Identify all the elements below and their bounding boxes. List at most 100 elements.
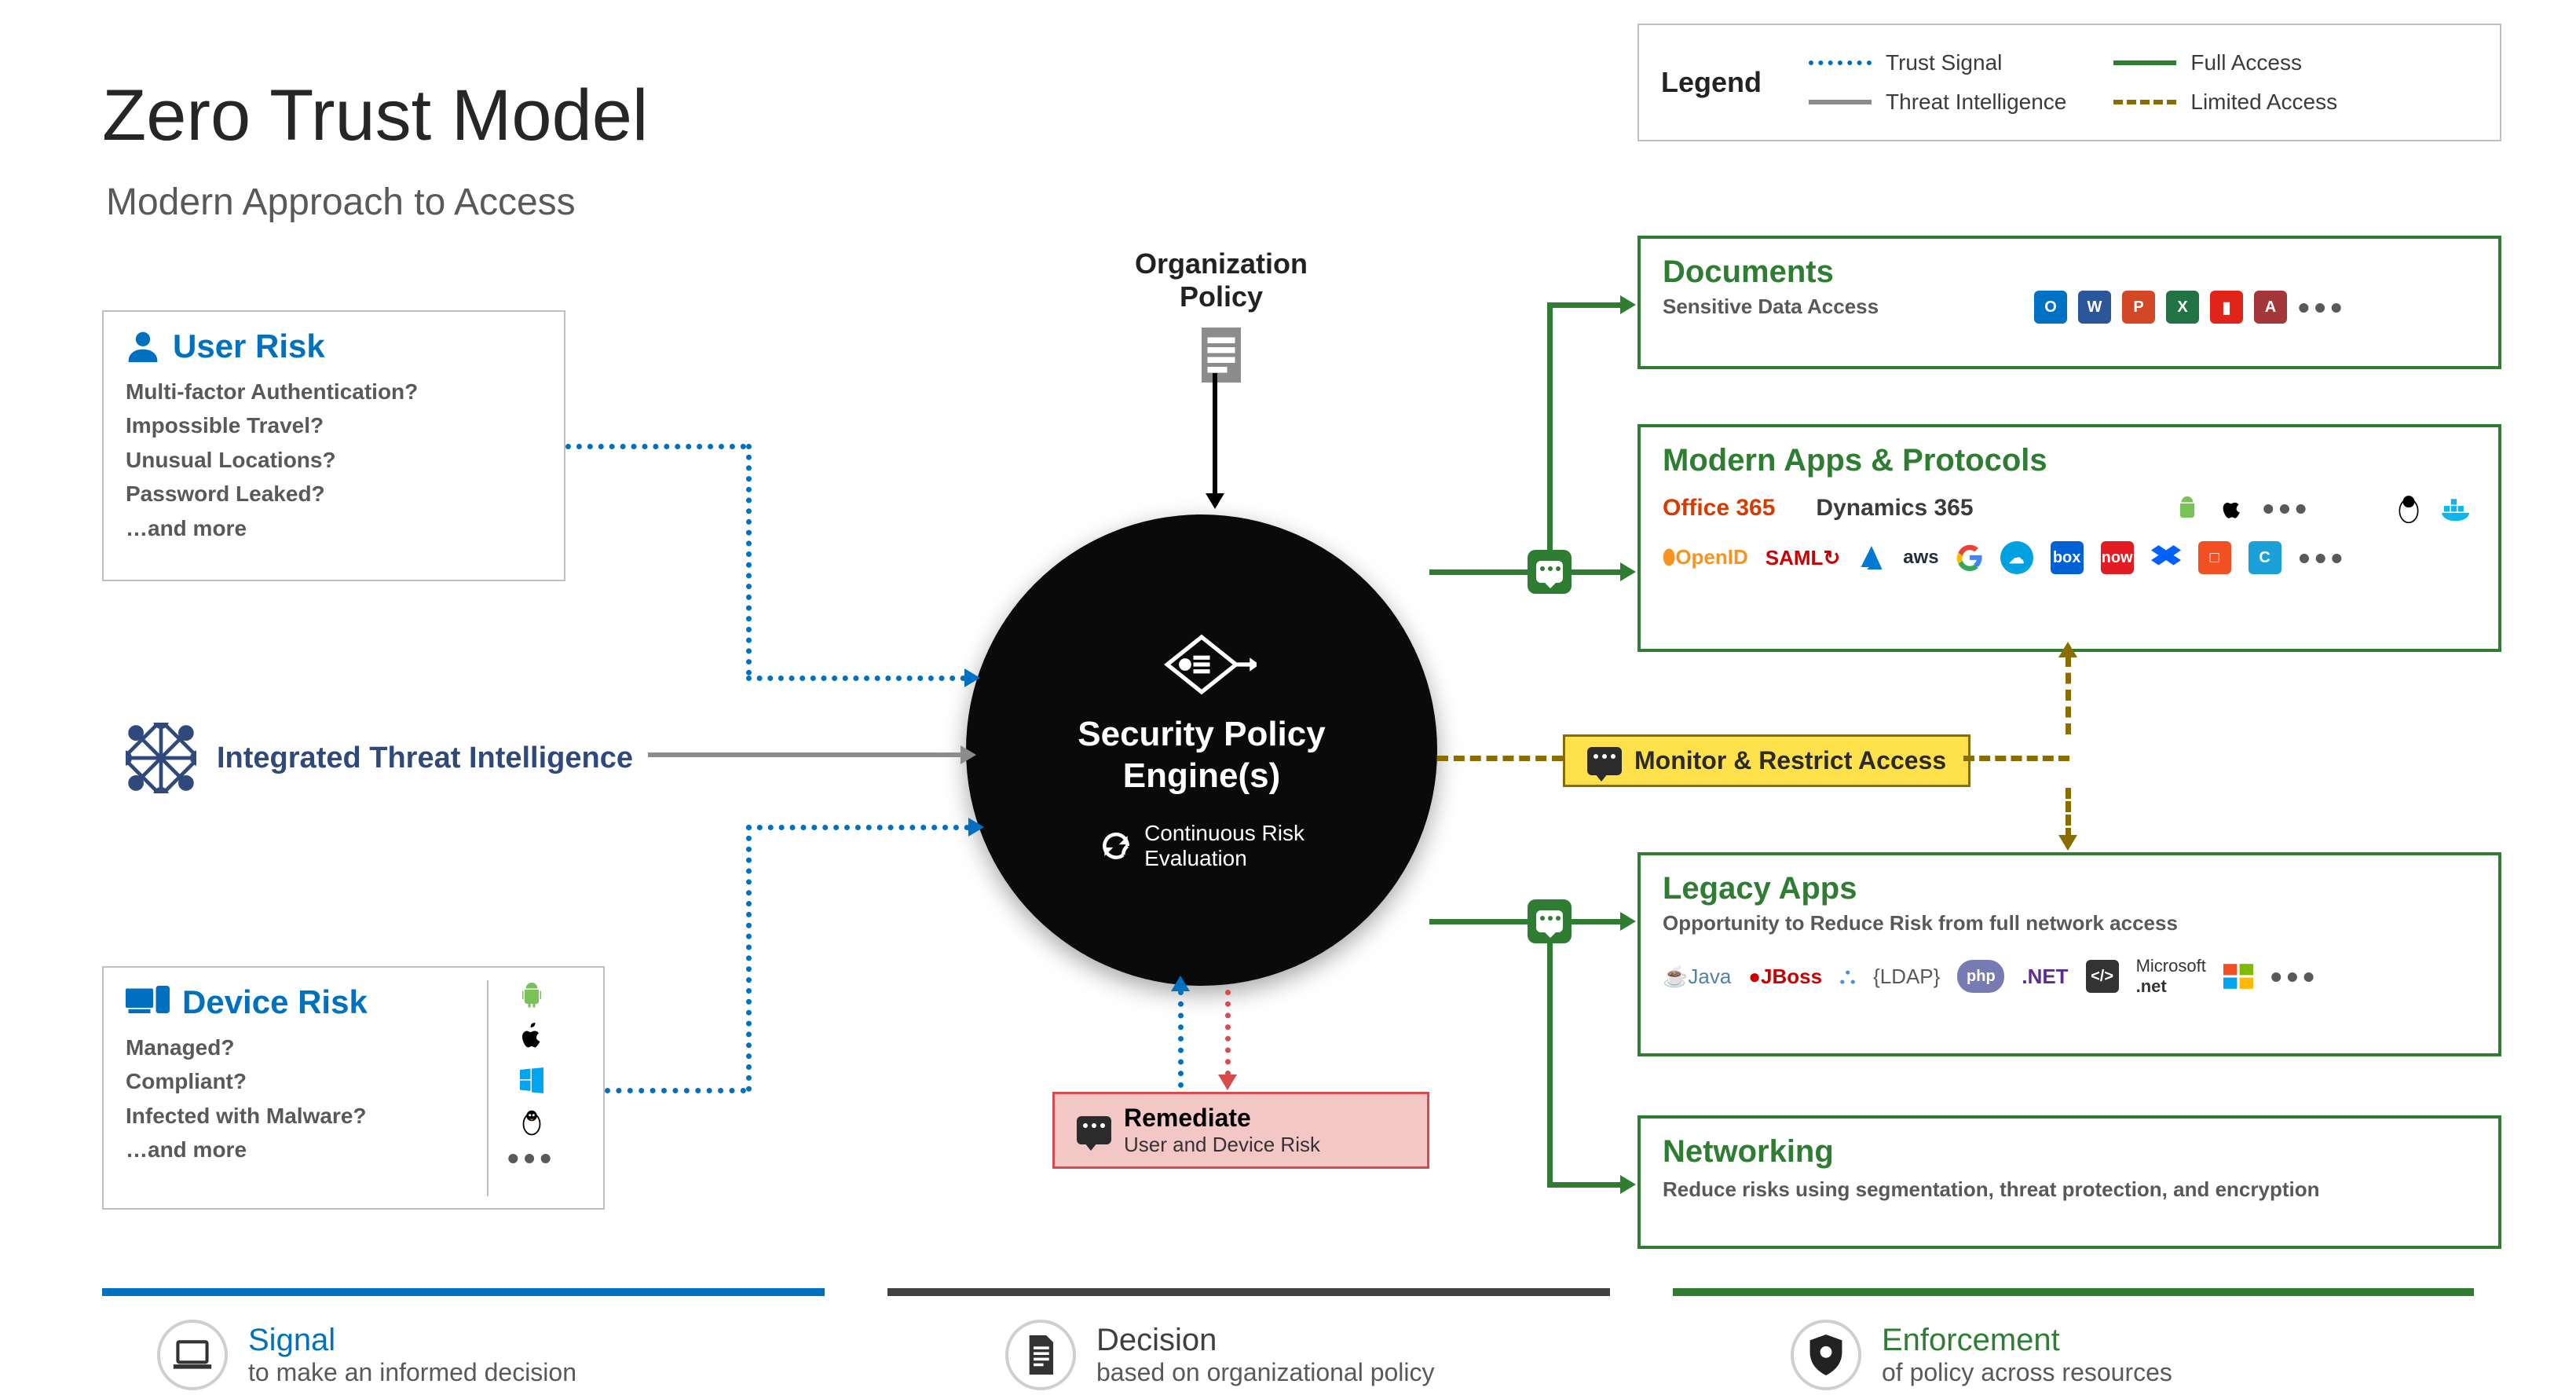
msnet-icon: Microsoft.net — [2136, 956, 2206, 997]
edge-full-top-h — [1429, 569, 1528, 575]
apple-icon — [2219, 495, 2245, 522]
edge-remediate-blue — [1178, 990, 1184, 1088]
edge-full-to-modern — [1571, 569, 1622, 575]
docker-icon — [2442, 494, 2476, 522]
edge-user-trust-v — [746, 444, 752, 676]
cisco-icon: C — [2249, 541, 2281, 574]
arrow-remediate-red — [1218, 1075, 1237, 1090]
word-icon: W — [2078, 291, 2111, 324]
networking-panel: Networking Reduce risks using segmentati… — [1637, 1115, 2501, 1249]
servicenow-icon: now — [2101, 541, 2134, 574]
aws-icon: aws — [1903, 547, 1938, 569]
threat-intelligence: Integrated Threat Intelligence — [126, 723, 633, 793]
org-policy: Organization Policy — [1096, 247, 1347, 383]
arrow-orgpolicy — [1206, 493, 1224, 509]
legacy-apps-panel: Legacy Apps Opportunity to Reduce Risk f… — [1637, 852, 2501, 1056]
arrow-limited-down — [2058, 835, 2077, 851]
android-icon — [2173, 494, 2201, 522]
user-risk-panel: User Risk Multi-factor Authentication? I… — [102, 310, 565, 581]
arrow-full-legacy — [1620, 912, 1636, 931]
footer-decision: Decision based on organizational policy — [1005, 1320, 1435, 1390]
page-subtitle: Modern Approach to Access — [106, 181, 576, 224]
edge-limited-down — [2066, 788, 2071, 839]
edge-remediate-red — [1225, 990, 1231, 1076]
edge-full-to-legacy — [1571, 919, 1622, 925]
user-icon — [126, 329, 160, 364]
legend-item-limited: Limited Access — [2113, 90, 2337, 115]
arrow-threat — [961, 745, 976, 764]
edge-device-trust-v — [746, 825, 752, 1092]
arrow-limited-up — [2058, 642, 2077, 657]
edge-user-trust-h — [565, 444, 746, 449]
arrow-device-trust — [968, 818, 984, 837]
box-icon: box — [2051, 541, 2084, 574]
jboss-icon: ●JBoss — [1748, 965, 1822, 989]
device-os-column: ••• — [487, 980, 556, 1196]
dropbox-icon — [2151, 544, 2181, 571]
device-icon — [126, 985, 170, 1020]
azure-icon — [1857, 544, 1886, 572]
linux-icon — [2393, 492, 2424, 524]
footer-bar-decision — [887, 1288, 1610, 1296]
html5-icon: </> — [2086, 960, 2119, 993]
dotnet-icon: .NET — [2022, 965, 2068, 989]
documents-icons: O W P X ▮ A ••• — [2034, 291, 2347, 324]
edge-full-trunk-bottom — [1547, 943, 1553, 1186]
salesforce-icon: ☁ — [2000, 541, 2033, 574]
threat-graph-icon — [126, 723, 196, 793]
edge-full-bottom-h — [1429, 919, 1528, 925]
more-icon: ••• — [2299, 550, 2347, 566]
more-icon: ••• — [2270, 968, 2319, 985]
footer-bar-enforcement — [1673, 1288, 2474, 1296]
edge-limited-right — [1963, 756, 2069, 761]
remediate-callout: Remediate User and Device Risk — [1052, 1092, 1429, 1169]
arrow-full-networking — [1620, 1175, 1636, 1194]
chat-badge-top — [1528, 550, 1572, 594]
cycle-icon — [1099, 829, 1133, 863]
chat-icon — [1077, 1116, 1111, 1144]
edge-device-trust-h2 — [746, 825, 970, 830]
chat-badge-bottom — [1528, 899, 1572, 943]
windows-icon — [518, 1065, 546, 1093]
edge-orgpolicy — [1213, 373, 1217, 495]
document-icon — [1198, 328, 1245, 383]
windows-classic-icon — [2223, 963, 2253, 990]
edge-user-trust-h2 — [746, 676, 966, 681]
edge-threat — [648, 752, 962, 757]
linux-icon — [518, 1108, 546, 1136]
powerpoint-icon: P — [2122, 291, 2155, 324]
chat-icon — [1587, 747, 1622, 775]
excel-icon: X — [2166, 291, 2199, 324]
edge-limited-up — [2066, 656, 2071, 734]
apple-icon — [518, 1023, 546, 1051]
pdf-icon: ▮ — [2210, 291, 2243, 324]
footer-enforcement: Enforcement of policy across resources — [1791, 1320, 2172, 1390]
saml-icon: SAML↻ — [1766, 546, 1840, 570]
edge-full-trunk-top — [1547, 302, 1553, 550]
shield-icon — [1808, 1335, 1844, 1375]
access-icon: A — [2254, 291, 2287, 324]
ldap-text-icon: {LDAP} — [1873, 965, 1940, 989]
page-title: Zero Trust Model — [102, 75, 648, 157]
legend-item-threat: Threat Intelligence — [1809, 90, 2066, 115]
more-icon: ••• — [2298, 299, 2347, 316]
more-icon: ••• — [2263, 500, 2311, 517]
laptop-icon — [172, 1338, 213, 1371]
edge-limited-center — [1437, 756, 1563, 761]
office-icon: □ — [2198, 541, 2231, 574]
java-icon: ☕Java — [1663, 965, 1731, 989]
policy-engine-circle: Security PolicyEngine(s) Continuous Risk… — [966, 514, 1437, 986]
arrow-user-trust — [964, 668, 980, 687]
php-icon: php — [1957, 960, 2004, 993]
edge-full-to-docs — [1547, 302, 1622, 308]
monitor-callout: Monitor & Restrict Access — [1563, 734, 1970, 787]
openid-icon: ⬮OpenID — [1663, 545, 1748, 570]
legend-box: Legend Trust Signal Threat Intelligence … — [1637, 24, 2501, 141]
edge-device-trust-h — [605, 1088, 746, 1093]
modern-apps-panel: Modern Apps & Protocols Office 365 Dynam… — [1637, 424, 2501, 652]
legend-item-trust: Trust Signal — [1809, 50, 2066, 75]
footer-signal: Signal to make an informed decision — [157, 1320, 576, 1390]
ldap-tree-icon: ⛬ — [1839, 963, 1856, 990]
google-icon — [1956, 544, 1983, 571]
arrow-full-modern — [1620, 562, 1636, 581]
